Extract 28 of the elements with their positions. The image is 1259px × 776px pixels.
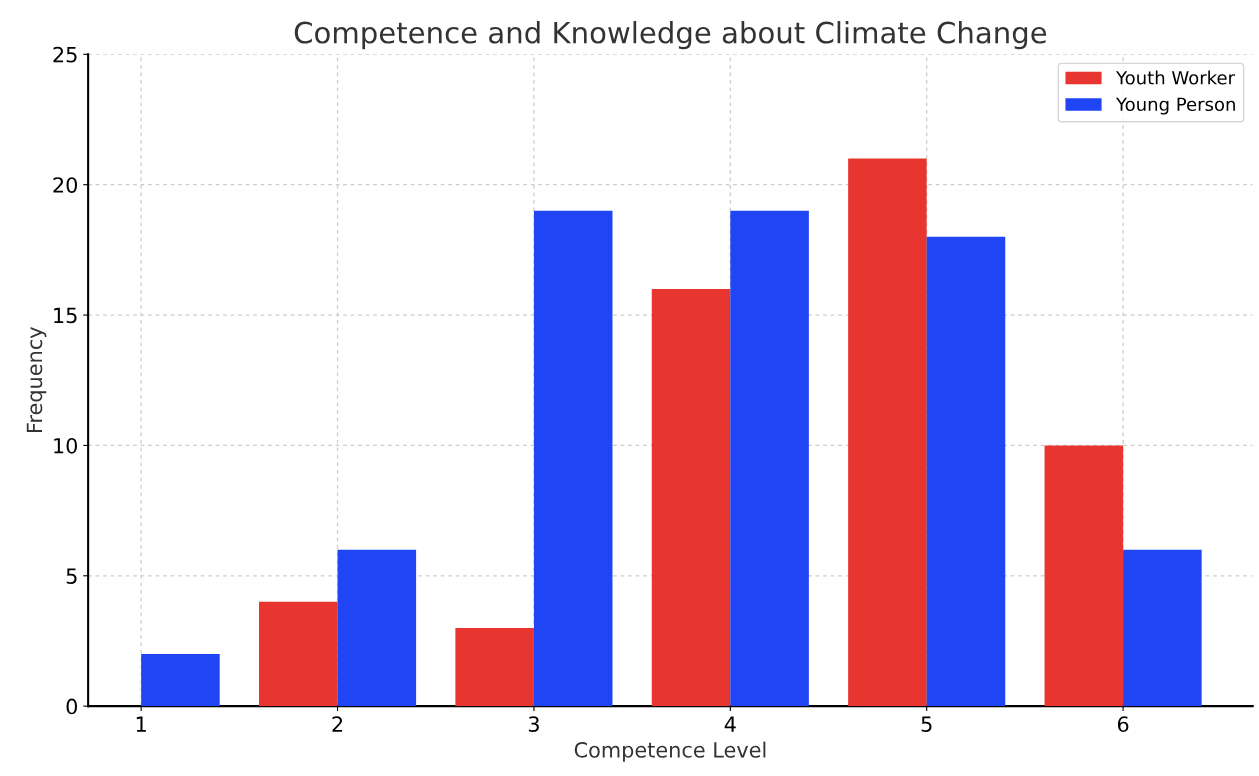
y-tick-label: 0: [66, 698, 78, 715]
chart-title: Competence and Knowledge about Climate Change: [294, 21, 1047, 50]
bar: [455, 627, 534, 707]
x-tick-label: 6: [1117, 716, 1129, 733]
y-tick-label: 15: [54, 307, 77, 324]
legend-label: Young Person: [1115, 97, 1235, 115]
bar: [141, 654, 220, 707]
x-tick-label: 4: [724, 716, 736, 732]
bar: [926, 236, 1006, 707]
bar: [1044, 445, 1124, 707]
bar: [651, 288, 731, 707]
y-tick-label: 10: [54, 437, 78, 454]
x-tick-label: 3: [528, 716, 539, 733]
bar: [533, 210, 613, 707]
y-tick-label: 20: [53, 177, 78, 193]
x-axis-title: Competence Level: [574, 741, 766, 762]
bar: [848, 158, 927, 707]
bar: [258, 601, 338, 707]
bar: [337, 549, 417, 707]
x-tick-label: 1: [136, 716, 146, 732]
y-axis-title: Frequency: [26, 327, 47, 433]
bar: [1123, 549, 1202, 707]
legend-label: Youth Worker: [1115, 70, 1236, 85]
bar: [730, 210, 809, 707]
y-tick-label: 25: [53, 46, 77, 63]
x-tick-label: 2: [332, 716, 343, 732]
x-tick-label: 5: [921, 716, 932, 733]
y-tick-label: 5: [66, 568, 77, 584]
